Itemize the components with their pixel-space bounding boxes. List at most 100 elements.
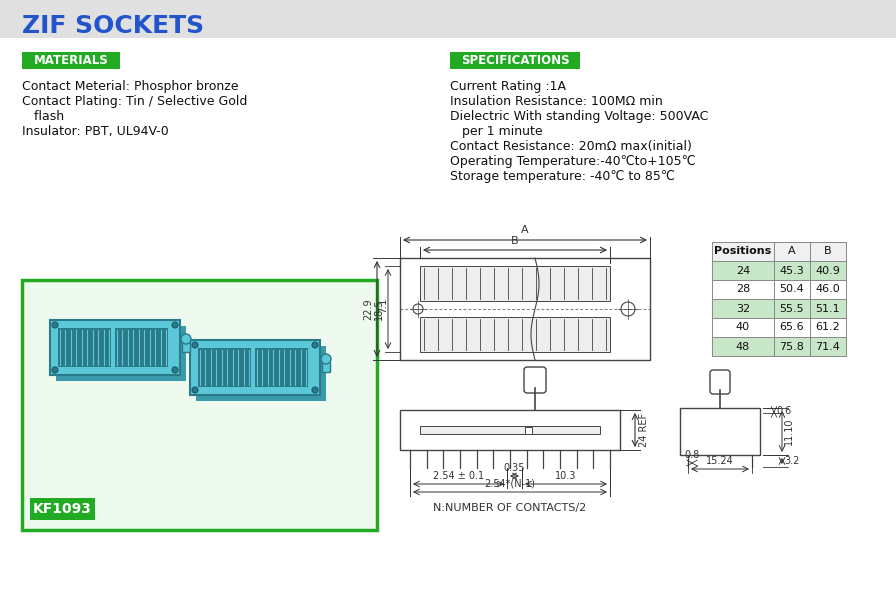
Text: Contact Meterial: Phosphor bronze: Contact Meterial: Phosphor bronze bbox=[22, 80, 238, 93]
Bar bbox=[22, 52, 120, 69]
Circle shape bbox=[413, 304, 423, 314]
Text: 48: 48 bbox=[736, 342, 750, 352]
Text: 0.6: 0.6 bbox=[776, 406, 791, 416]
Text: 61.2: 61.2 bbox=[815, 323, 840, 333]
Bar bbox=[712, 299, 774, 318]
Text: 24: 24 bbox=[736, 265, 750, 275]
Bar bbox=[774, 242, 810, 261]
Bar bbox=[774, 318, 810, 337]
Text: 22.9: 22.9 bbox=[363, 298, 373, 320]
Bar bbox=[58, 328, 111, 367]
Bar bbox=[712, 242, 774, 261]
Bar bbox=[255, 348, 308, 387]
Text: 50.4: 50.4 bbox=[780, 285, 805, 294]
Text: B: B bbox=[512, 236, 519, 246]
Circle shape bbox=[172, 322, 178, 328]
Text: B: B bbox=[824, 246, 831, 256]
Bar bbox=[810, 261, 846, 280]
Circle shape bbox=[192, 342, 198, 348]
Circle shape bbox=[52, 322, 58, 328]
Bar bbox=[810, 280, 846, 299]
Text: 24 REF: 24 REF bbox=[639, 413, 649, 447]
Bar bbox=[712, 318, 774, 337]
Circle shape bbox=[621, 302, 635, 316]
Text: 71.4: 71.4 bbox=[815, 342, 840, 352]
Bar bbox=[774, 337, 810, 356]
Circle shape bbox=[172, 367, 178, 373]
Text: 40.9: 40.9 bbox=[815, 265, 840, 275]
Bar bbox=[400, 410, 620, 450]
Text: Insulator: PBT, UL94V-0: Insulator: PBT, UL94V-0 bbox=[22, 125, 168, 138]
Bar bbox=[420, 317, 610, 352]
Bar bbox=[56, 326, 186, 381]
Bar bbox=[810, 318, 846, 337]
Bar bbox=[712, 337, 774, 356]
Circle shape bbox=[312, 342, 318, 348]
Bar bbox=[400, 258, 650, 360]
Text: 32: 32 bbox=[736, 304, 750, 314]
Text: KF1093: KF1093 bbox=[32, 502, 91, 516]
Text: A: A bbox=[788, 246, 796, 256]
Bar bbox=[774, 299, 810, 318]
Text: 10.3: 10.3 bbox=[556, 471, 577, 481]
Text: 45.3: 45.3 bbox=[780, 265, 805, 275]
Text: Positions: Positions bbox=[714, 246, 771, 256]
Bar bbox=[712, 261, 774, 280]
Bar bbox=[810, 299, 846, 318]
FancyBboxPatch shape bbox=[710, 370, 730, 394]
Text: 2.54 ± 0.1: 2.54 ± 0.1 bbox=[433, 471, 484, 481]
Text: Current Rating :1A: Current Rating :1A bbox=[450, 80, 566, 93]
Text: ZIF SOCKETS: ZIF SOCKETS bbox=[22, 14, 204, 38]
Circle shape bbox=[192, 387, 198, 393]
Text: 7.1: 7.1 bbox=[378, 297, 388, 313]
Bar bbox=[525, 426, 532, 433]
Text: 55.5: 55.5 bbox=[780, 304, 805, 314]
Text: 2.54*(N-1): 2.54*(N-1) bbox=[485, 479, 536, 489]
Text: A: A bbox=[521, 225, 529, 235]
Text: Dielectric With standing Voltage: 500VAC: Dielectric With standing Voltage: 500VAC bbox=[450, 110, 709, 123]
Bar bbox=[712, 280, 774, 299]
Text: Operating Temperature:-40℃to+105℃: Operating Temperature:-40℃to+105℃ bbox=[450, 155, 695, 168]
Circle shape bbox=[312, 387, 318, 393]
Bar bbox=[190, 340, 320, 395]
Text: 3.2: 3.2 bbox=[784, 456, 799, 466]
Text: flash: flash bbox=[22, 110, 65, 123]
Bar bbox=[680, 408, 760, 455]
Bar bbox=[22, 280, 377, 530]
Bar bbox=[420, 426, 600, 434]
Text: 46.0: 46.0 bbox=[815, 285, 840, 294]
Bar bbox=[182, 342, 190, 352]
Text: MATERIALS: MATERIALS bbox=[34, 54, 108, 67]
Text: 0.8: 0.8 bbox=[685, 450, 700, 460]
Bar bbox=[115, 328, 168, 367]
Bar bbox=[810, 337, 846, 356]
Text: 75.8: 75.8 bbox=[780, 342, 805, 352]
Bar bbox=[198, 348, 251, 387]
Circle shape bbox=[181, 334, 191, 344]
Circle shape bbox=[52, 367, 58, 373]
Text: per 1 minute: per 1 minute bbox=[450, 125, 543, 138]
Bar bbox=[420, 266, 610, 301]
Text: 40: 40 bbox=[736, 323, 750, 333]
Text: Storage temperature: -40℃ to 85℃: Storage temperature: -40℃ to 85℃ bbox=[450, 170, 675, 183]
Text: 18.5: 18.5 bbox=[374, 298, 384, 320]
Bar bbox=[196, 346, 326, 401]
Text: Contact Plating: Tin / Selective Gold: Contact Plating: Tin / Selective Gold bbox=[22, 95, 247, 108]
Text: Insulation Resistance: 100MΩ min: Insulation Resistance: 100MΩ min bbox=[450, 95, 663, 108]
Text: 15.24: 15.24 bbox=[706, 456, 734, 466]
Bar bbox=[322, 362, 330, 372]
Bar bbox=[774, 261, 810, 280]
Text: 51.1: 51.1 bbox=[815, 304, 840, 314]
Bar bbox=[50, 320, 180, 375]
Text: 0.35: 0.35 bbox=[504, 463, 525, 473]
Bar bbox=[774, 280, 810, 299]
Text: SPECIFICATIONS: SPECIFICATIONS bbox=[461, 54, 569, 67]
Text: N:NUMBER OF CONTACTS/2: N:NUMBER OF CONTACTS/2 bbox=[434, 503, 587, 513]
Text: 28: 28 bbox=[736, 285, 750, 294]
Text: Contact Resistance: 20mΩ max(initial): Contact Resistance: 20mΩ max(initial) bbox=[450, 140, 692, 153]
Bar bbox=[450, 52, 580, 69]
Circle shape bbox=[321, 354, 331, 364]
Bar bbox=[810, 242, 846, 261]
Bar bbox=[0, 0, 896, 38]
Text: 65.6: 65.6 bbox=[780, 323, 805, 333]
